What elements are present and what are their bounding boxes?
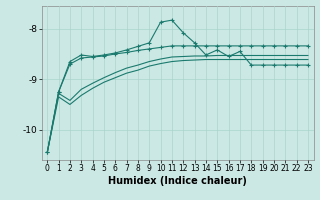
X-axis label: Humidex (Indice chaleur): Humidex (Indice chaleur) — [108, 176, 247, 186]
